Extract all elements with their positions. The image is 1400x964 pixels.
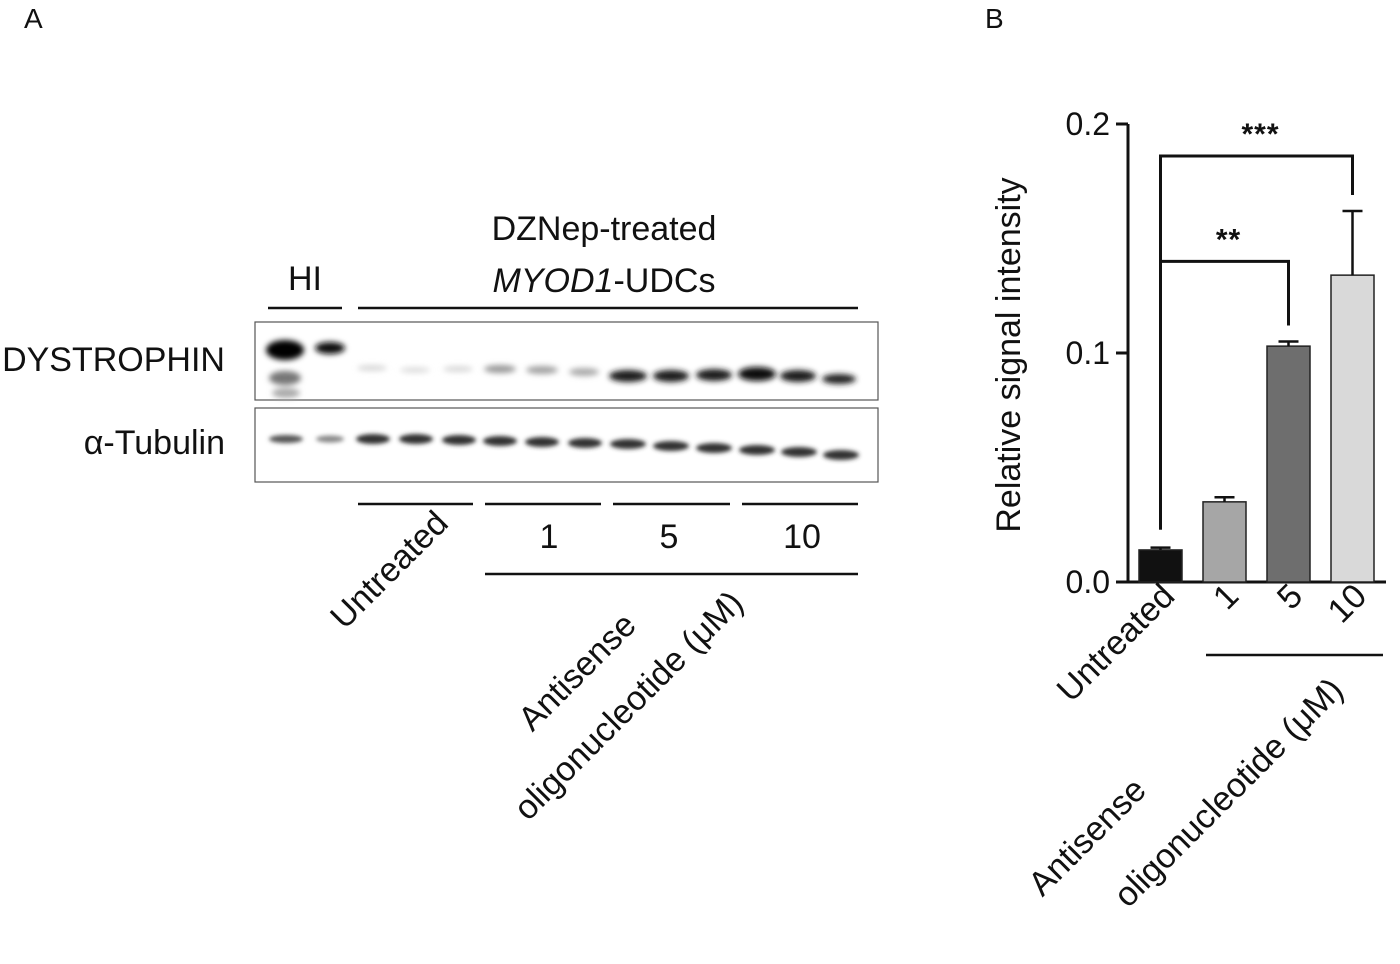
group-label-1: 1	[540, 518, 559, 556]
band	[696, 443, 732, 453]
hi-label: HI	[288, 260, 322, 298]
band	[272, 388, 300, 398]
panel-a: A DZNep-treated MYOD1-UDCs HI DYSTROPHIN…	[2, 3, 879, 828]
band	[443, 366, 473, 372]
row-label-dystrophin: DYSTROPHIN	[2, 341, 225, 379]
band	[400, 367, 430, 373]
band	[568, 438, 602, 448]
blot-tubulin-frame	[254, 407, 879, 483]
band	[356, 434, 390, 444]
bar	[1266, 345, 1311, 583]
band	[569, 368, 599, 376]
blot-dystrophin	[254, 321, 879, 401]
panel-b: B Relative signal intensity 0.0 0.1 0.2 **…	[985, 3, 1386, 915]
band	[653, 370, 689, 382]
band	[269, 371, 301, 385]
band	[357, 365, 387, 371]
band	[483, 436, 517, 446]
blot-dystrophin-frame	[254, 321, 879, 401]
group-label-10: 10	[783, 518, 821, 556]
y-tick-label: 0.1	[1066, 335, 1110, 371]
group-label-5: 5	[660, 518, 679, 556]
error-bars	[1150, 209, 1363, 550]
significance-bracket	[1159, 154, 1354, 530]
bars	[1138, 274, 1375, 583]
band	[526, 366, 558, 374]
band	[316, 435, 344, 443]
band	[738, 367, 776, 381]
bar	[1202, 501, 1247, 583]
band	[822, 374, 856, 384]
band	[525, 437, 559, 447]
band	[781, 447, 817, 457]
bar	[1330, 274, 1375, 583]
band	[269, 435, 303, 443]
band	[315, 342, 345, 354]
header-cell-type: -UDCs	[613, 262, 715, 300]
significance-stars: ***	[1241, 118, 1279, 151]
y-axis-label: Relative signal intensity	[990, 177, 1028, 532]
band	[610, 439, 646, 449]
y-tick-label: 0.0	[1066, 564, 1110, 600]
header-line1: DZNep-treated	[492, 210, 717, 248]
bar	[1138, 549, 1183, 583]
header-gene-name: MYOD1	[493, 262, 614, 300]
significance-stars: **	[1216, 223, 1241, 256]
header-line2: MYOD1-UDCs	[493, 262, 716, 300]
band	[739, 445, 775, 455]
row-label-tubulin: α-Tubulin	[84, 424, 225, 462]
band	[442, 435, 476, 445]
band	[609, 370, 647, 382]
band	[266, 340, 304, 360]
x-tick-label: 10	[1321, 577, 1375, 631]
band	[484, 365, 516, 373]
band	[399, 434, 433, 444]
band	[696, 369, 732, 381]
band	[653, 441, 689, 451]
y-ticks: 0.0 0.1 0.2	[1066, 106, 1128, 600]
group-label-untreated: Untreated	[323, 504, 455, 636]
significance-brackets: *****	[1159, 118, 1354, 530]
band	[823, 450, 859, 460]
y-tick-label: 0.2	[1066, 106, 1110, 142]
band	[780, 370, 816, 382]
blot-tubulin	[254, 407, 879, 483]
panel-a-letter: A	[24, 3, 43, 34]
panel-b-letter: B	[985, 3, 1004, 34]
